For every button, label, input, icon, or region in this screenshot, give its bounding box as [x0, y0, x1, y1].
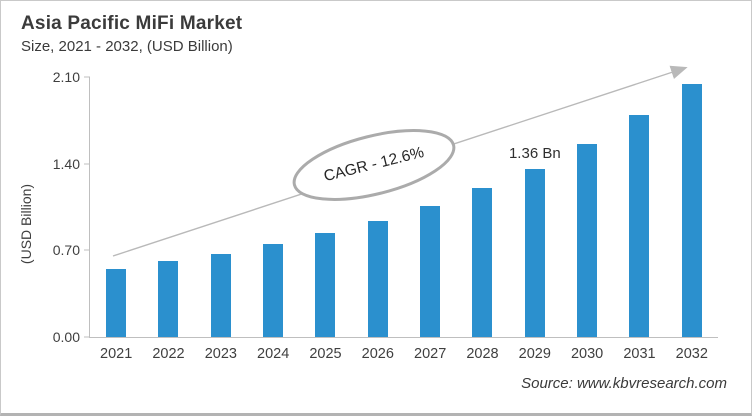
- bar: [210, 254, 231, 337]
- bar: [629, 115, 650, 337]
- x-axis-label: 2025: [309, 346, 342, 362]
- x-axis-label: 2026: [361, 346, 394, 362]
- bar-slot: [666, 77, 718, 337]
- bar: [472, 188, 493, 337]
- bar-slot: [142, 77, 194, 337]
- y-tick-mark: [84, 76, 90, 78]
- bar-slot: [195, 77, 247, 337]
- x-axis-label: 2032: [675, 346, 708, 362]
- y-tick-mark: [84, 163, 90, 165]
- y-tick-label: 1.40: [52, 155, 80, 172]
- y-axis-title: (USD Billion): [18, 183, 34, 265]
- chart-subtitle: Size, 2021 - 2032, (USD Billion): [21, 38, 233, 55]
- x-axis-label: 2028: [466, 346, 499, 362]
- y-tick-label: 0.70: [52, 242, 80, 259]
- bar: [367, 220, 388, 337]
- bar-slot: [90, 77, 142, 337]
- x-axis-label: 2024: [257, 346, 290, 362]
- bar: [577, 143, 598, 337]
- bar: [158, 261, 179, 337]
- bar: [315, 233, 336, 337]
- bar-slot: [456, 77, 508, 337]
- bar: [420, 205, 441, 337]
- bar: [681, 84, 702, 337]
- x-axis-label: 2023: [204, 346, 237, 362]
- x-axis-label: 2027: [414, 346, 447, 362]
- y-tick-mark: [84, 336, 90, 338]
- source-credit: Source: www.kbvresearch.com: [521, 375, 727, 392]
- bar: [263, 244, 284, 337]
- y-tick-label: 2.10: [52, 69, 80, 85]
- x-axis-label: 2029: [518, 346, 551, 362]
- x-axis-labels: 2021 2022 2023 2024 2025 2026 2027 2028 2029 2030…: [90, 346, 718, 362]
- plot-area: 0.00 0.70 1.40 2.10 2021 2022 2023 2024 2025 202…: [53, 69, 718, 362]
- bar-series: [90, 77, 718, 337]
- bar-slot: [247, 77, 299, 337]
- bar-slot: [404, 77, 456, 337]
- x-axis-label: 2021: [100, 346, 133, 362]
- bar-slot: [299, 77, 351, 337]
- bar-slot: [613, 77, 665, 337]
- y-tick-label: 0.00: [52, 329, 80, 345]
- x-axis-label: 2030: [570, 346, 604, 362]
- x-axis-label: 2022: [152, 346, 185, 362]
- bar-slot: [561, 77, 613, 337]
- chart-title: Asia Pacific MiFi Market: [21, 13, 243, 34]
- data-label-2029: 1.36 Bn: [508, 144, 561, 162]
- bar-slot: [352, 77, 404, 337]
- bar: [106, 268, 127, 337]
- y-tick-mark: [84, 249, 90, 251]
- bar-slot: [509, 77, 561, 337]
- bar: [524, 168, 545, 337]
- x-axis-label: 2031: [623, 346, 656, 362]
